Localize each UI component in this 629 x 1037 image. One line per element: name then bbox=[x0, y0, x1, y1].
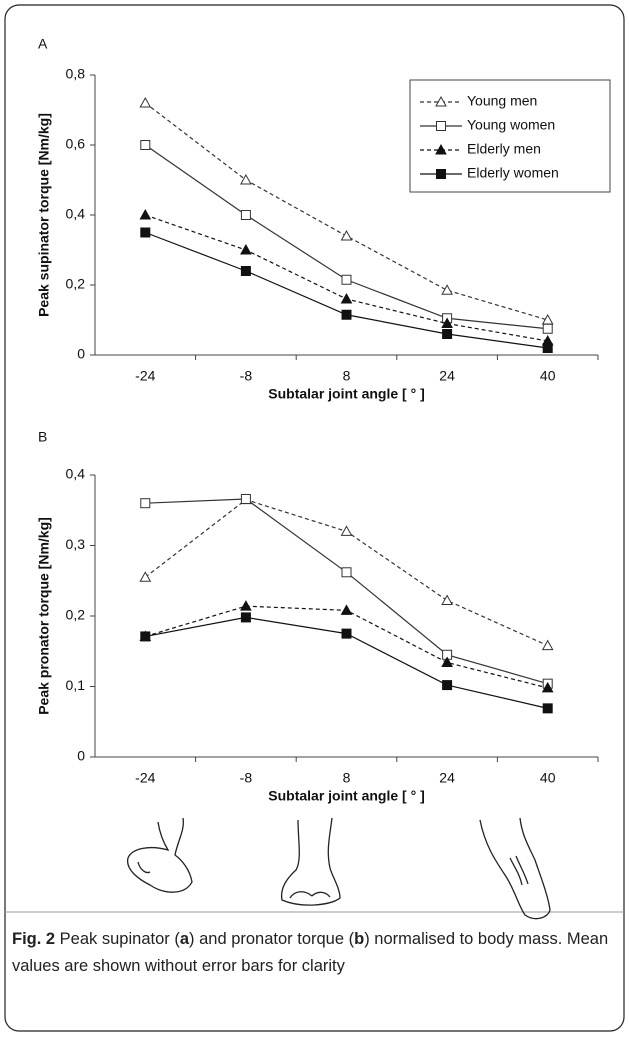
x-tick-label: 40 bbox=[540, 770, 556, 786]
marker bbox=[140, 498, 151, 509]
marker bbox=[240, 266, 251, 276]
marker bbox=[140, 631, 151, 642]
marker bbox=[341, 628, 352, 639]
foot-drawings bbox=[127, 817, 551, 920]
marker bbox=[139, 571, 152, 582]
marker bbox=[139, 96, 152, 108]
marker bbox=[441, 594, 453, 605]
foot-detail bbox=[137, 861, 151, 874]
marker bbox=[340, 525, 353, 536]
marker bbox=[240, 600, 252, 611]
marker bbox=[435, 143, 447, 155]
legend-label: Elderly women bbox=[467, 165, 559, 181]
foot-everted bbox=[479, 817, 551, 920]
y-tick-label: 0,2 bbox=[66, 276, 86, 292]
marker bbox=[340, 604, 353, 615]
marker bbox=[240, 493, 251, 504]
caption-panel-ref: a bbox=[179, 930, 190, 948]
y-tick-label: 0,4 bbox=[66, 466, 86, 482]
marker bbox=[341, 567, 352, 578]
marker bbox=[140, 227, 151, 238]
marker bbox=[341, 274, 352, 285]
foot-inverted bbox=[127, 817, 193, 893]
legend-label: Elderly men bbox=[467, 141, 541, 157]
x-tick-label: 8 bbox=[343, 770, 351, 786]
x-tick-label: -24 bbox=[135, 770, 155, 786]
y-tick-label: 0,6 bbox=[66, 136, 86, 152]
caption-text: Peak supinator ( bbox=[55, 930, 180, 948]
y-tick-label: 0,1 bbox=[66, 677, 86, 693]
x-tick-label: 24 bbox=[439, 368, 455, 384]
legend-label: Young men bbox=[467, 93, 537, 109]
marker bbox=[542, 703, 553, 714]
y-tick-label: 0,2 bbox=[66, 607, 86, 623]
foot-toes bbox=[289, 891, 331, 899]
marker bbox=[139, 208, 152, 220]
x-tick-label: 8 bbox=[343, 368, 351, 384]
y-tick-label: 0,8 bbox=[66, 66, 86, 82]
caption-panel-ref: b bbox=[354, 930, 365, 948]
frame bbox=[4, 4, 625, 1032]
marker bbox=[542, 343, 553, 353]
marker bbox=[435, 95, 447, 107]
marker bbox=[442, 329, 453, 339]
panel-label: A bbox=[38, 36, 48, 52]
panel-label: B bbox=[38, 429, 47, 445]
x-axis-title: Subtalar joint angle [ ° ] bbox=[268, 386, 425, 402]
series-line bbox=[145, 605, 548, 689]
caption-text: ) and pronator torque ( bbox=[189, 930, 355, 948]
marker bbox=[240, 210, 251, 220]
y-tick-label: 0,3 bbox=[66, 536, 86, 552]
marker bbox=[541, 681, 554, 693]
marker bbox=[240, 173, 252, 185]
marker bbox=[240, 243, 252, 255]
series-line bbox=[145, 231, 548, 349]
x-tick-label: 40 bbox=[540, 368, 556, 384]
marker bbox=[441, 656, 453, 668]
marker bbox=[240, 612, 251, 623]
y-tick-label: 0 bbox=[77, 346, 85, 362]
x-tick-label: -8 bbox=[240, 770, 253, 786]
marker bbox=[140, 140, 151, 150]
marker bbox=[442, 680, 453, 691]
caption-label: Fig. 2 bbox=[12, 930, 56, 948]
x-axis-title: Subtalar joint angle [ ° ] bbox=[268, 788, 425, 804]
marker bbox=[340, 292, 353, 304]
foot-tendons bbox=[509, 855, 529, 886]
y-axis-title: Peak pronator torque [Nm/kg] bbox=[36, 517, 52, 715]
y-axis-title: Peak supinator torque [Nm/kg] bbox=[36, 113, 52, 317]
marker bbox=[541, 639, 554, 651]
x-tick-label: -8 bbox=[240, 368, 253, 384]
foot-neutral bbox=[280, 817, 341, 906]
marker bbox=[341, 309, 352, 320]
marker bbox=[441, 317, 453, 328]
x-tick-label: -24 bbox=[135, 368, 155, 384]
caption-text: ) normalised to body mass. Mean values a… bbox=[12, 930, 609, 975]
marker bbox=[542, 323, 553, 334]
marker bbox=[340, 229, 353, 241]
legend-label: Young women bbox=[467, 117, 555, 133]
marker bbox=[436, 121, 446, 131]
y-tick-label: 0 bbox=[77, 748, 85, 764]
x-tick-label: 24 bbox=[439, 770, 455, 786]
y-tick-label: 0,4 bbox=[66, 206, 86, 222]
marker bbox=[441, 284, 453, 295]
caption: Fig. 2 Peak supinator (a) and pronator t… bbox=[12, 926, 612, 980]
marker bbox=[436, 169, 446, 179]
